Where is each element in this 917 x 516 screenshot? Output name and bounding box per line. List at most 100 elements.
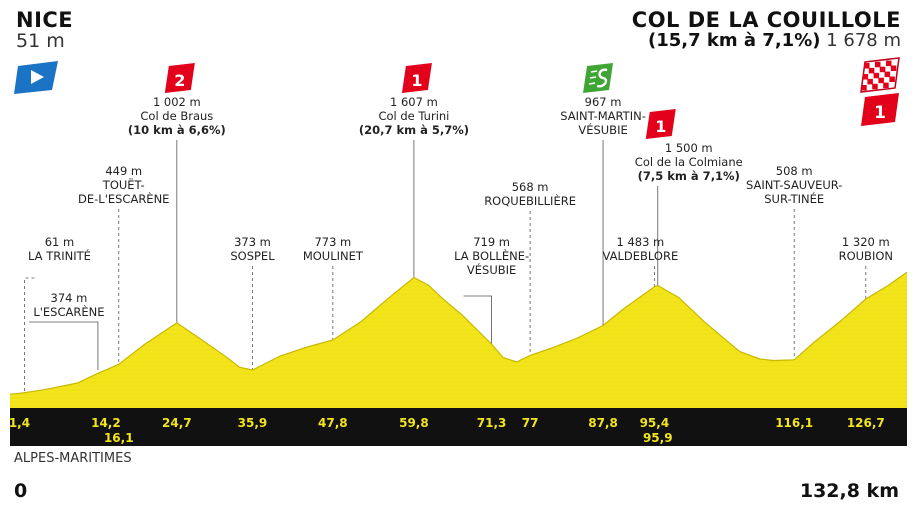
finish-kom-category-icon: 1 <box>861 93 899 126</box>
kom-category-label: 1 <box>411 71 422 90</box>
kom-badge-shape <box>645 109 676 139</box>
waypoint-name: SAINT-MARTIN- <box>560 109 646 123</box>
waypoint-name: (7,5 km à 7,1%) <box>638 169 740 183</box>
km-marker-label: 47,8 <box>318 416 348 430</box>
km-markers: 1,4 14,216,1 24,7 35,9 47,8 59,8 71,3 77 87,8 95,… <box>9 416 885 445</box>
kom-category-icon: 2 <box>164 63 195 93</box>
elevation-profile-area <box>10 272 907 408</box>
finish-flag-cell <box>884 71 891 78</box>
waypoint-altitude: 1 002 m <box>153 95 201 109</box>
elevation-profile-line <box>9 271 908 395</box>
km-marker-label: 87,8 <box>588 416 618 430</box>
km-marker-label: 24,7 <box>162 416 192 430</box>
finish-flag-cell <box>868 67 875 74</box>
finish-subtitle: (15,7 km à 7,1%) 1 678 m <box>632 30 901 51</box>
finish-flag-cell <box>886 60 892 67</box>
waypoint-altitude: 1 483 m <box>616 235 664 249</box>
kom-category-icon: 1 <box>645 109 676 139</box>
waypoint-name: LA BOLLÈNE- <box>454 248 529 263</box>
leader-line <box>28 321 99 370</box>
waypoint-name: VÉSUBIE <box>467 262 516 277</box>
finish-kom-category-label: 1 <box>874 103 886 123</box>
finish-flag-cell <box>867 78 873 85</box>
finish-flag-cell <box>862 74 869 80</box>
leader-line <box>24 277 35 394</box>
kom-badge-shape <box>164 63 195 93</box>
finish-flag-cell <box>878 77 884 84</box>
km-marker-label: 59,8 <box>399 416 429 430</box>
finish-flag-cell <box>889 76 895 82</box>
waypoint-altitude: 967 m <box>585 95 622 109</box>
waypoint-altitude: 449 m <box>105 164 142 178</box>
waypoint-leader-lines <box>24 140 867 394</box>
finish-flag-cell <box>883 82 889 89</box>
finish-flag-cell <box>872 83 878 90</box>
sprint-speed-lines <box>588 70 598 85</box>
km-marker-label: 1,4 <box>9 416 30 430</box>
km-marker-label: 95,4 <box>640 416 670 430</box>
finish-flag-cell <box>875 61 881 68</box>
waypoint-name: VÉSUBIE <box>578 122 627 137</box>
waypoint-altitude: 568 m <box>512 180 549 194</box>
kom-category-label: 1 <box>655 117 666 136</box>
waypoint-altitude: 1 320 m <box>842 235 890 249</box>
waypoint-name: VALDEBLORE <box>603 249 679 263</box>
finish-flag-cell <box>879 66 886 73</box>
km-marker-label: 71,3 <box>477 416 507 430</box>
waypoint-name: DE-L'ESCARÈNE <box>78 191 169 206</box>
distance-total: 132,8 km <box>799 480 899 502</box>
waypoint-label: 374 mL'ESCARÈNE <box>33 291 104 319</box>
waypoint-name: Col de la Colmiane <box>635 155 743 169</box>
distance-start: 0 <box>14 480 28 502</box>
waypoint-name: (10 km à 6,6%) <box>128 123 226 137</box>
finish-flag-cell <box>861 85 867 91</box>
department-label: ALPES-MARITIMES <box>14 451 132 466</box>
finish-checkered-flag-icon <box>860 57 900 93</box>
sprint-s-glyph <box>596 68 608 88</box>
km-band <box>10 408 907 446</box>
waypoint-altitude: 373 m <box>234 235 271 249</box>
sprint-icon <box>583 63 614 93</box>
waypoint-altitude: 374 m <box>51 291 88 305</box>
waypoint-name: L'ESCARÈNE <box>33 304 104 319</box>
finish-climb-info: (15,7 km à 7,1%) <box>648 30 821 51</box>
waypoint-name: LA TRINITÉ <box>28 248 91 263</box>
km-marker-label: 126,7 <box>847 416 885 430</box>
kom-badge-shape <box>401 63 432 93</box>
km-marker-label: 77 <box>522 416 539 430</box>
waypoint-name: SUR-TINÉE <box>764 191 824 206</box>
waypoint-altitude: 508 m <box>776 164 813 178</box>
finish-header: COL DE LA COUILLOLE (15,7 km à 7,1%) 1 6… <box>632 8 901 51</box>
waypoint-label: 719 mLA BOLLÈNE-VÉSUBIE <box>454 235 529 277</box>
start-flag-icon <box>14 61 58 94</box>
km-marker-label: 14,2 <box>91 416 121 430</box>
km-marker-label: 16,1 <box>104 431 134 445</box>
waypoint-labels: 61 mLA TRINITÉ 374 mL'ESCARÈNE 449 mTOUËT-… <box>28 95 893 319</box>
waypoint-altitude: 61 m <box>45 235 75 249</box>
km-marker-label: 95,9 <box>643 431 673 445</box>
finish-flag-cell <box>890 65 897 71</box>
sprint-badge-shape <box>583 63 614 93</box>
waypoint-name: TOUËT- <box>102 177 145 192</box>
km-marker-label: 116,1 <box>775 416 813 430</box>
waypoint-altitude: 719 m <box>473 235 510 249</box>
climb-icons: 2 1 1 <box>164 63 676 139</box>
waypoint-name: SAINT-SAUVEUR- <box>746 178 843 192</box>
waypoint-name: Col de Turini <box>378 109 449 123</box>
waypoint-altitude: 773 m <box>314 235 351 249</box>
waypoint-label: 61 mLA TRINITÉ <box>28 235 91 263</box>
finish-flag-cell <box>873 72 880 79</box>
kom-category-icon: 1 <box>401 63 432 93</box>
start-altitude: 51 m <box>16 30 65 52</box>
finish-altitude: 1 678 m <box>826 30 901 51</box>
start-town-name: NICE <box>16 8 74 32</box>
